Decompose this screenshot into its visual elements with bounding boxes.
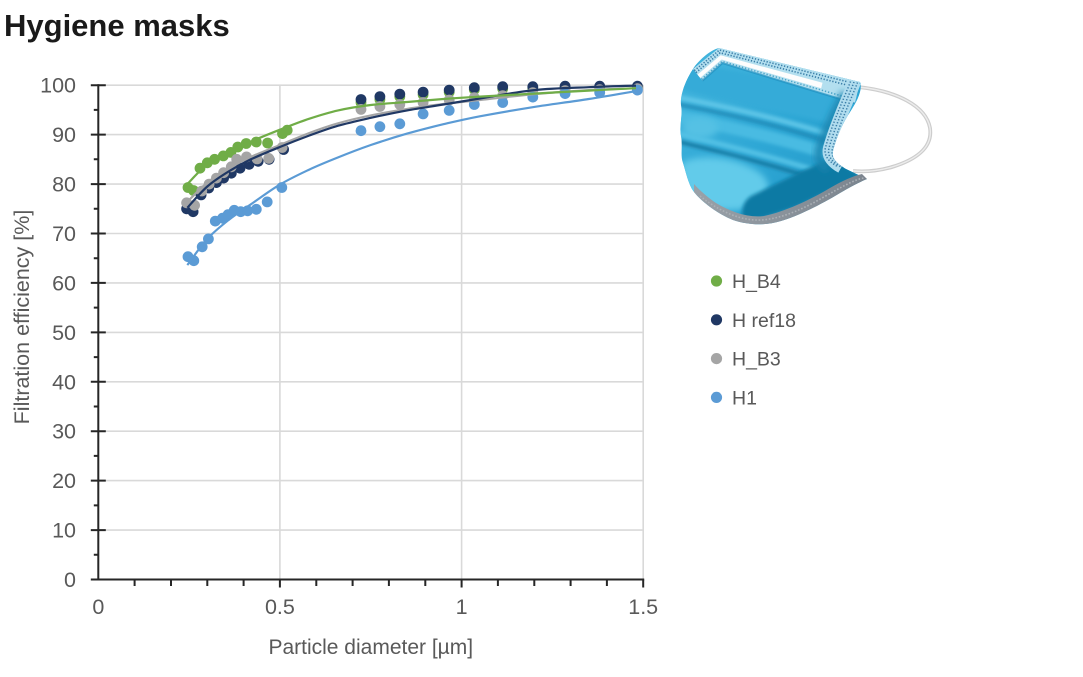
svg-text:60: 60 — [52, 271, 76, 295]
svg-text:0: 0 — [92, 595, 104, 619]
svg-text:90: 90 — [52, 123, 76, 147]
svg-text:50: 50 — [52, 321, 76, 345]
svg-text:0: 0 — [64, 568, 76, 592]
svg-text:Hygiene masks: Hygiene masks — [4, 8, 230, 43]
svg-text:H1: H1 — [732, 387, 757, 409]
svg-text:H ref18: H ref18 — [732, 310, 796, 332]
svg-text:20: 20 — [52, 469, 76, 493]
svg-text:Filtration efficiency [%]: Filtration efficiency [%] — [10, 210, 34, 425]
svg-text:70: 70 — [52, 222, 76, 246]
svg-text:0.5: 0.5 — [265, 595, 295, 619]
svg-text:Particle diameter [µm]: Particle diameter [µm] — [268, 636, 473, 659]
svg-text:H_B3: H_B3 — [732, 349, 781, 371]
svg-text:30: 30 — [52, 420, 76, 444]
svg-text:80: 80 — [52, 173, 76, 197]
svg-text:40: 40 — [52, 370, 76, 394]
svg-text:H_B4: H_B4 — [732, 271, 781, 293]
svg-text:10: 10 — [52, 519, 76, 543]
svg-text:100: 100 — [40, 74, 76, 98]
svg-text:1: 1 — [456, 595, 468, 619]
svg-text:1.5: 1.5 — [628, 595, 658, 619]
